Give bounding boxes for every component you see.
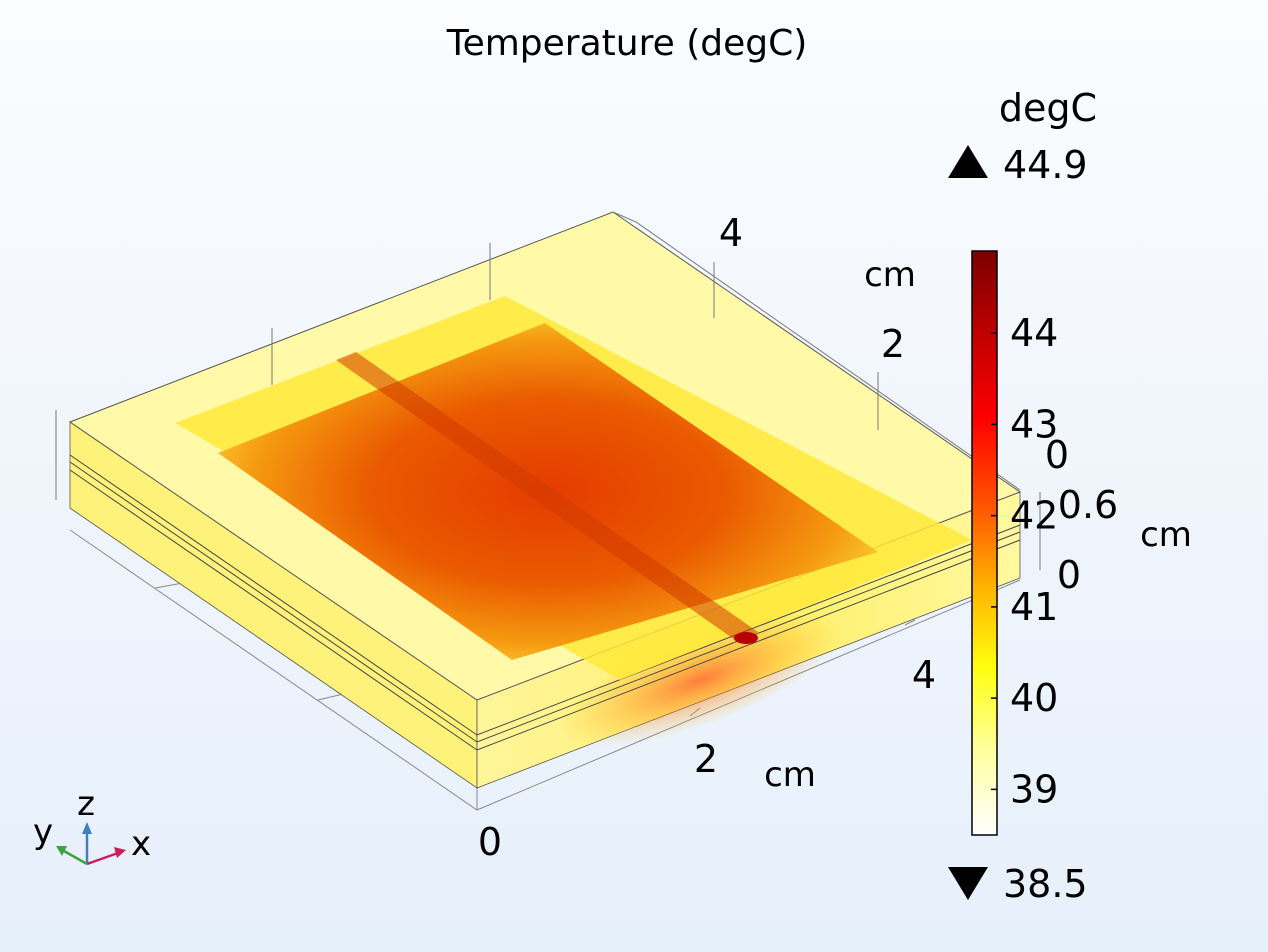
triad-z-label: z <box>77 784 95 824</box>
triad-x-arrow <box>86 851 119 866</box>
heater-strip <box>336 352 758 642</box>
colorbar: degC 44.9 39 40 41 42 43 44 38.5 <box>948 86 1097 906</box>
colorbar-tick-label: 42 <box>1010 494 1058 538</box>
z-axis-labels: 0 0.6 0 cm <box>1045 433 1192 597</box>
z-tick-label: 0 <box>1057 553 1081 597</box>
z-tick-label: 0 <box>1045 433 1069 477</box>
max-triangle-icon <box>948 145 988 178</box>
colorbar-tick-label: 39 <box>1010 767 1058 811</box>
x-axis-unit: cm <box>764 755 816 795</box>
triad-y-arrow <box>63 849 88 866</box>
x-tick-label: 0 <box>478 820 502 864</box>
colorbar-max-label: 44.9 <box>1003 143 1088 187</box>
colorbar-tick-label: 44 <box>1010 311 1058 355</box>
y-tick-label: 2 <box>881 322 905 366</box>
y-axis-labels: 2 4 cm <box>719 211 916 366</box>
colorbar-tick-label: 41 <box>1010 585 1058 629</box>
colorbar-tick-label: 40 <box>1010 676 1058 720</box>
x-tick-label: 2 <box>694 737 718 781</box>
colorbar-scale <box>971 250 998 836</box>
y-axis-unit: cm <box>864 255 916 295</box>
colorbar-min-label: 38.5 <box>1003 862 1088 906</box>
colorbar-ticks: 39 40 41 42 43 44 <box>991 311 1058 811</box>
bounding-box-top <box>55 211 1041 570</box>
colorbar-tick-label: 43 <box>1010 402 1058 446</box>
x-axis-labels: 0 2 4 cm <box>478 653 936 864</box>
triad-y-label: y <box>33 812 53 852</box>
axis-triad: z x y <box>33 784 151 866</box>
z-tick-label: 0.6 <box>1058 483 1118 527</box>
x-tick-label: 4 <box>912 653 936 697</box>
triad-x-label: x <box>131 824 151 864</box>
hotspot <box>734 632 758 644</box>
min-triangle-icon <box>948 867 988 900</box>
chart-title: Temperature (degC) <box>446 23 808 64</box>
z-axis-unit: cm <box>1140 515 1192 555</box>
y-tick-label: 4 <box>719 211 743 255</box>
colorbar-unit: degC <box>999 86 1097 130</box>
